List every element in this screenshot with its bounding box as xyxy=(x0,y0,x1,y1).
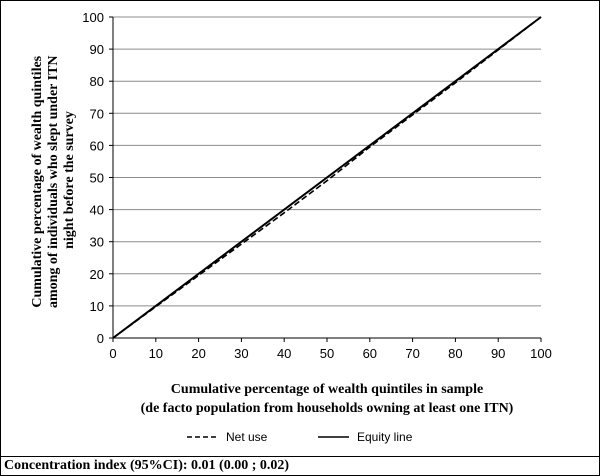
y-tick-label-70: 70 xyxy=(90,106,104,121)
x-tick-label-0: 0 xyxy=(109,346,116,361)
y-tick-label-40: 40 xyxy=(90,203,104,218)
x-tick-label-80: 80 xyxy=(448,346,462,361)
x-tick-label-10: 10 xyxy=(149,346,163,361)
x-tick-label-60: 60 xyxy=(363,346,377,361)
y-axis-title-line-2: among of individuals who slept under ITN xyxy=(46,55,61,308)
series-line-equity-line xyxy=(112,16,542,339)
x-tick-label-30: 30 xyxy=(234,346,248,361)
y-tick-label-60: 60 xyxy=(90,138,104,153)
y-tick-labels: 0 10 20 30 40 50 60 70 80 90 100 xyxy=(82,10,104,346)
y-tick-label-90: 90 xyxy=(90,42,104,57)
y-tick-label-0: 0 xyxy=(97,331,104,346)
x-tick-labels: 0 10 20 30 40 50 60 70 80 90 100 xyxy=(109,346,551,361)
legend: Net use Equity line xyxy=(187,430,413,444)
x-tick-label-20: 20 xyxy=(191,346,205,361)
y-axis-title: Cumulative percentage of wealth quintile… xyxy=(30,52,77,308)
series-line-net-use xyxy=(112,16,542,339)
x-axis-title-line-2: (de facto population from households own… xyxy=(141,401,514,416)
x-tick-label-70: 70 xyxy=(405,346,419,361)
legend-label-equity-line: Equity line xyxy=(357,430,413,444)
x-tick-label-50: 50 xyxy=(320,346,334,361)
y-tick-label-20: 20 xyxy=(90,267,104,282)
y-tick-label-80: 80 xyxy=(90,74,104,89)
concentration-index-footer: Concentration index (95%CI): 0.01 (0.00 … xyxy=(0,456,600,475)
y-axis-title-line-3: night before the survey xyxy=(62,111,77,249)
axes xyxy=(109,16,542,342)
legend-label-net-use: Net use xyxy=(226,430,268,444)
x-tick-label-40: 40 xyxy=(277,346,291,361)
series-lines xyxy=(112,16,542,339)
x-tick-label-100: 100 xyxy=(530,346,552,361)
x-axis-title-line-1: Cumulative percentage of wealth quintile… xyxy=(171,382,483,397)
y-axis-title-line-1: Cumulative percentage of wealth quintile… xyxy=(30,55,45,307)
y-tick-label-100: 100 xyxy=(82,10,104,25)
y-tick-label-30: 30 xyxy=(90,235,104,250)
gridlines xyxy=(113,16,541,307)
y-tick-label-10: 10 xyxy=(90,299,104,314)
y-tick-label-50: 50 xyxy=(90,171,104,186)
lorenz-chart: 0 10 20 30 40 50 60 70 80 90 100 0 10 20 30 40 50 60 70 80… xyxy=(30,10,552,444)
x-tick-label-90: 90 xyxy=(491,346,505,361)
